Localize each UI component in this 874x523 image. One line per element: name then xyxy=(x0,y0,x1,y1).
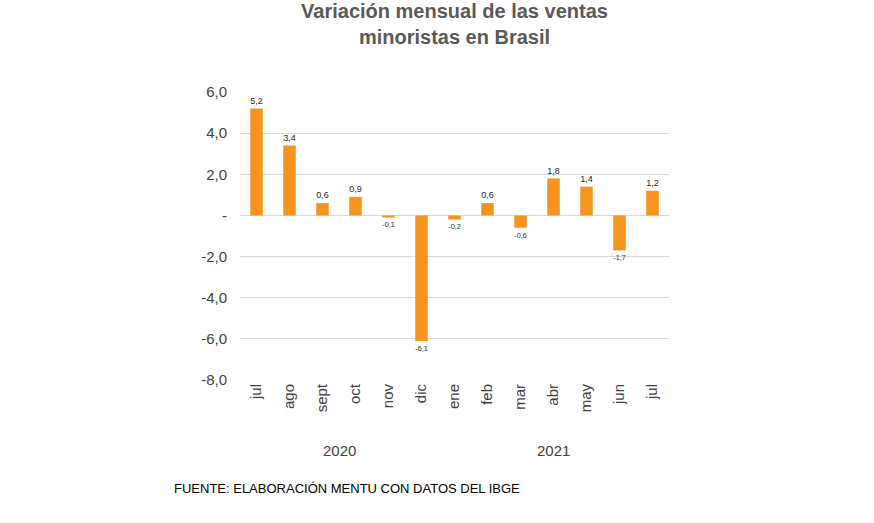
svg-text:FUENTE: ELABORACIÓN MENTU CON: FUENTE: ELABORACIÓN MENTU CON DATOS DEL … xyxy=(174,481,520,496)
svg-text:0,6: 0,6 xyxy=(481,190,494,200)
svg-text:4,0: 4,0 xyxy=(206,124,227,141)
svg-text:-: - xyxy=(222,207,227,224)
svg-text:may: may xyxy=(577,384,594,413)
svg-text:oct: oct xyxy=(346,383,363,404)
svg-text:Variación mensual de las venta: Variación mensual de las ventasminorista… xyxy=(301,0,608,48)
svg-text:1,2: 1,2 xyxy=(646,178,659,188)
svg-text:feb: feb xyxy=(478,384,495,405)
svg-text:jul: jul xyxy=(643,384,660,400)
svg-text:nov: nov xyxy=(379,384,396,409)
svg-text:2,0: 2,0 xyxy=(206,166,227,183)
svg-text:-0,2: -0,2 xyxy=(448,222,461,231)
svg-text:-1,7: -1,7 xyxy=(613,253,626,262)
svg-text:ene: ene xyxy=(445,384,462,409)
svg-text:dic: dic xyxy=(412,384,429,404)
svg-text:1,4: 1,4 xyxy=(580,174,593,184)
svg-text:0,6: 0,6 xyxy=(316,190,329,200)
svg-text:1,8: 1,8 xyxy=(547,166,560,176)
svg-text:5,2: 5,2 xyxy=(250,96,263,106)
svg-text:abr: abr xyxy=(544,384,561,406)
svg-text:-8,0: -8,0 xyxy=(201,371,227,388)
svg-text:2020: 2020 xyxy=(323,442,356,459)
svg-text:sept: sept xyxy=(313,383,330,412)
svg-text:-0,1: -0,1 xyxy=(382,220,395,229)
svg-text:-0,6: -0,6 xyxy=(514,231,527,240)
svg-text:2021: 2021 xyxy=(537,442,570,459)
svg-text:3,4: 3,4 xyxy=(283,133,296,143)
svg-text:jul: jul xyxy=(247,384,264,400)
svg-text:-6,1: -6,1 xyxy=(415,344,428,353)
svg-text:-4,0: -4,0 xyxy=(201,289,227,306)
svg-text:6,0: 6,0 xyxy=(206,83,227,100)
svg-text:mar: mar xyxy=(511,384,528,410)
svg-text:-2,0: -2,0 xyxy=(201,248,227,265)
svg-text:ago: ago xyxy=(280,384,297,409)
svg-text:0,9: 0,9 xyxy=(349,184,362,194)
svg-text:jun: jun xyxy=(610,384,627,405)
svg-text:-6,0: -6,0 xyxy=(201,330,227,347)
